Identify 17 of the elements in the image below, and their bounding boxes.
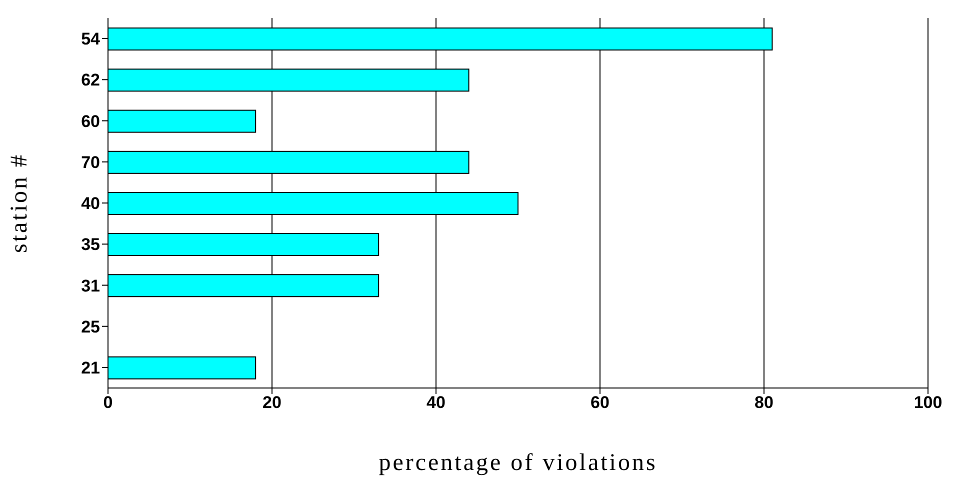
x-axis-title: percentage of violations: [378, 450, 658, 476]
x-tick-label: 0: [103, 393, 113, 412]
y-tick-label: 40: [81, 194, 100, 214]
y-tick-label: 35: [81, 235, 100, 254]
y-tick-label: 60: [81, 112, 100, 131]
y-tick-label: 70: [81, 152, 100, 172]
y-tick-label: 62: [81, 70, 100, 90]
y-tick-label: 54: [81, 30, 101, 49]
y-tick-label: 25: [81, 317, 100, 336]
x-tick-label: 80: [754, 393, 774, 412]
x-tick-label: 40: [426, 393, 446, 412]
x-tick-label: 60: [590, 393, 610, 412]
y-axis-title: station #: [6, 153, 33, 253]
y-tick-label: 21: [81, 358, 100, 378]
x-tick-label: 20: [262, 393, 282, 412]
x-tick-label: 100: [914, 393, 942, 412]
y-tick-label: 31: [81, 276, 100, 296]
